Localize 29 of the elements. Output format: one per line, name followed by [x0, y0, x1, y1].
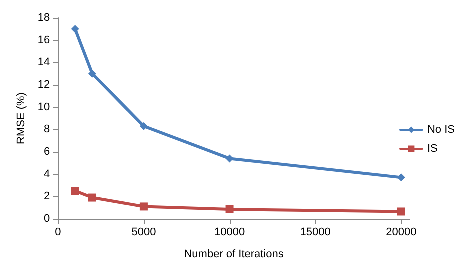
y-tick-label: 6 [44, 146, 50, 158]
legend-label: No IS [427, 124, 456, 136]
point [397, 208, 406, 216]
y-tick-label: 8 [44, 124, 50, 136]
x-tick-label: 15000 [300, 226, 331, 238]
y-tick-label: 14 [38, 56, 50, 69]
point [140, 202, 148, 211]
y-tick-label: 0 [44, 213, 50, 225]
y-tick-label: 16 [38, 34, 50, 46]
point [226, 154, 234, 163]
y-tick-label: 18 [38, 12, 50, 24]
point [88, 70, 96, 78]
y-tick-label: 4 [44, 168, 50, 180]
point [226, 206, 234, 214]
point [71, 187, 80, 196]
x-tick-label: 10000 [214, 226, 246, 238]
x-tick-label: 5000 [132, 226, 156, 238]
point [397, 174, 406, 182]
point [71, 25, 80, 34]
x-axis-title: Number of Iterations [184, 248, 284, 260]
y-axis-title: RMSE (%) [16, 92, 28, 144]
x-tick-label: 20000 [386, 226, 417, 238]
y-tick-label: 12 [38, 79, 50, 91]
legend-label: IS [427, 143, 438, 155]
point [88, 194, 96, 202]
x-tick-label: 0 [55, 226, 62, 238]
point [140, 122, 148, 130]
y-tick-label: 10 [38, 101, 50, 114]
y-tick-label: 2 [44, 190, 50, 203]
